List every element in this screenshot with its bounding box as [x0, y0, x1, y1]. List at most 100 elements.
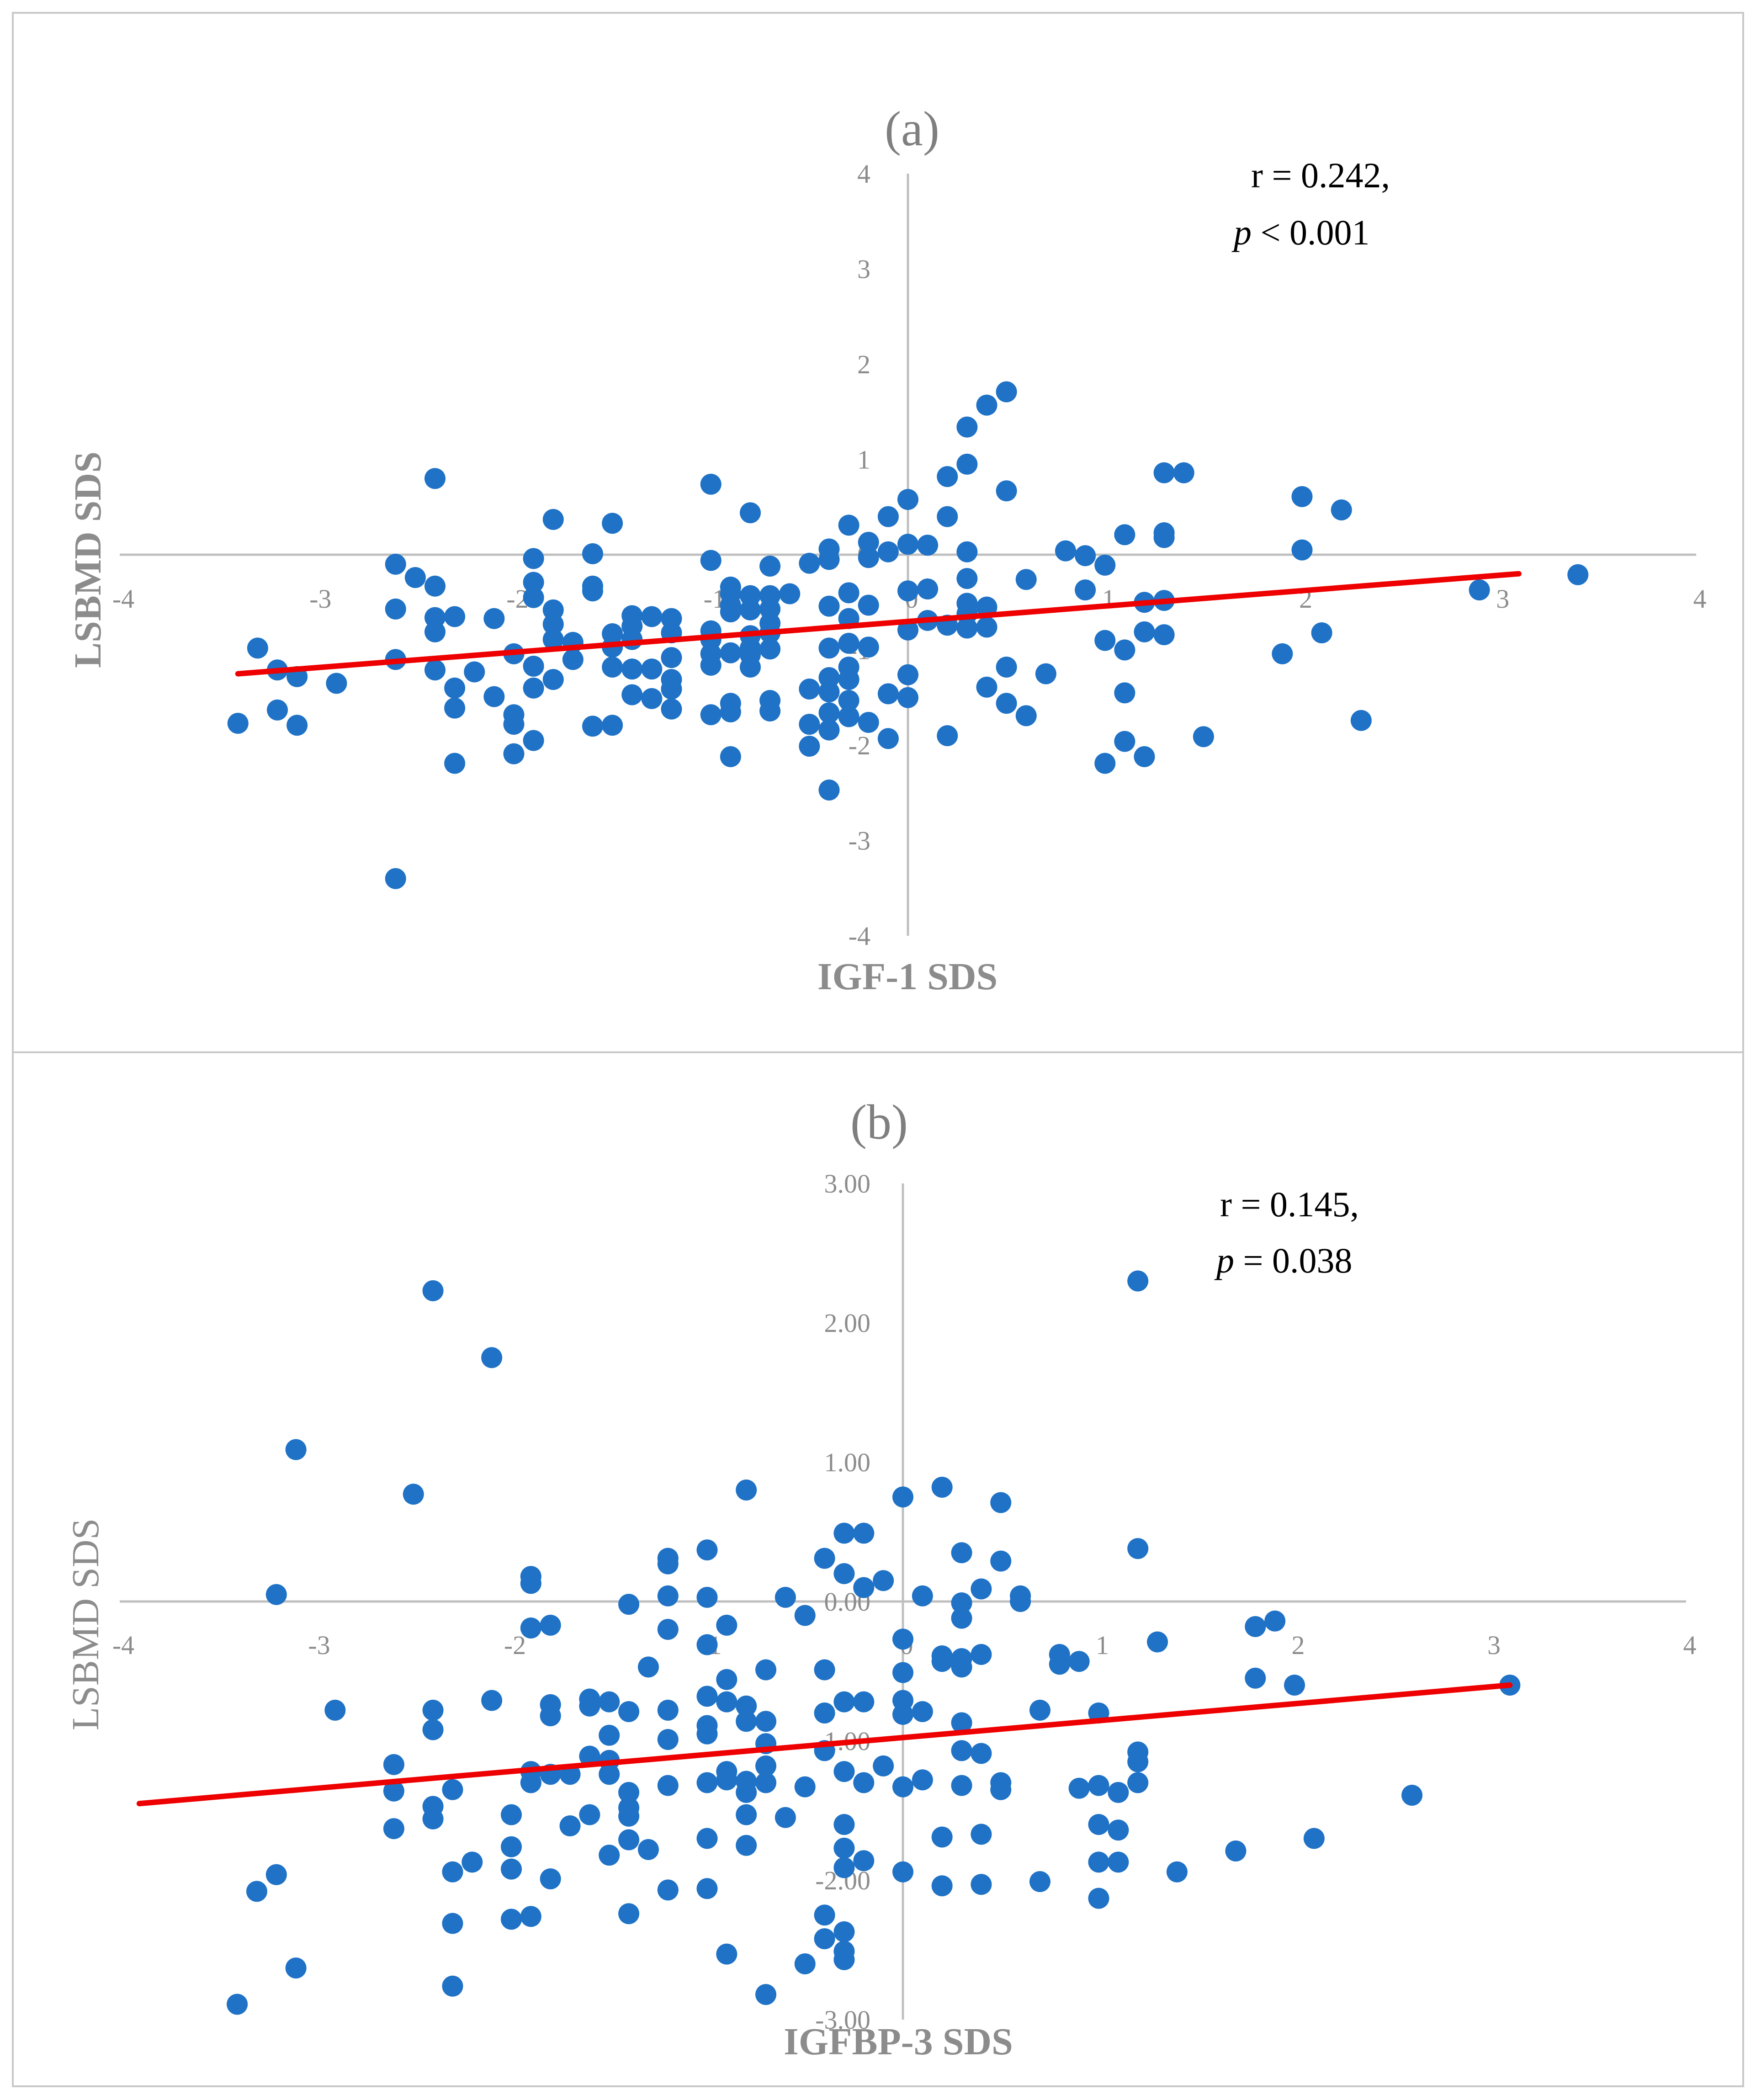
panel-b-data-point — [794, 1776, 816, 1798]
panel-b-data-point — [833, 1921, 855, 1942]
panel-a-data-point — [602, 657, 623, 678]
panel-a-y-tick-label: -3 — [849, 826, 870, 856]
panel-b-data-point — [990, 1492, 1012, 1513]
panel-a-data-point — [956, 568, 978, 589]
panel-b-data-point — [324, 1699, 346, 1721]
panel-a-data-point — [976, 676, 997, 698]
panel-b-data-point — [971, 1743, 992, 1764]
panel-b-data-point — [637, 1839, 659, 1860]
panel-b-data-point — [1108, 1819, 1129, 1841]
panel-b-data-point — [383, 1754, 404, 1775]
panel-a-data-point — [523, 677, 544, 699]
panel-b-data-point — [853, 1522, 875, 1544]
panel-a-data-point — [818, 637, 840, 659]
panel-b-data-point — [657, 1699, 679, 1721]
panel-b-data-point — [1088, 1775, 1109, 1796]
panel-a-data-point — [1075, 579, 1096, 601]
panel-b-data-point — [403, 1484, 424, 1505]
panel-a-data-point — [818, 779, 840, 801]
panel-a-x-tick-label: 3 — [1496, 584, 1509, 614]
panel-b-data-point — [892, 1704, 913, 1725]
panel-b-data-point — [951, 1542, 972, 1564]
panel-a-data-point — [1134, 621, 1155, 642]
panel-a-data-point — [1350, 710, 1372, 731]
panel-b-data-point — [971, 1644, 992, 1665]
panel-b-data-point — [442, 1861, 463, 1883]
panel-a-data-point — [799, 736, 820, 757]
panel-b-data-point — [775, 1807, 796, 1828]
panel-a-data-point — [996, 480, 1017, 502]
panel-b-data-point — [794, 1953, 816, 1974]
panel-a-data-point — [897, 489, 918, 510]
panel-a-data-point — [1094, 753, 1116, 774]
panel-a-y-tick-label: 4 — [857, 159, 870, 189]
panel-b-data-point — [1088, 1814, 1109, 1835]
panel-a-data-point — [897, 619, 918, 641]
panel-b-data-point — [618, 1594, 640, 1615]
panel-b-data-point — [1225, 1840, 1247, 1861]
panel-a-data-point — [818, 595, 840, 617]
panel-b-data-point — [1264, 1610, 1286, 1632]
panel-a-data-point — [247, 637, 268, 659]
panel-a-data-point — [838, 669, 859, 690]
panel-a-data-point — [858, 531, 879, 553]
panel-a-data-point — [621, 658, 643, 680]
panel-a-data-point — [720, 601, 741, 623]
panel-b-data-point — [462, 1851, 483, 1873]
panel-b-data-point — [501, 1804, 522, 1825]
panel-b-x-axis-title: IGFBP-3 SDS — [784, 2020, 1013, 2063]
panel-b-data-point — [1127, 1772, 1149, 1793]
panel-a-data-point — [641, 606, 663, 627]
panel-b-data-point — [657, 1775, 679, 1796]
panel-b-data-point — [540, 1705, 561, 1727]
panel-b-data-point — [951, 1775, 972, 1796]
panel-b-data-point — [520, 1573, 541, 1594]
panel-a-data-point — [700, 704, 721, 726]
panel-a-x-tick-label: -3 — [309, 584, 331, 614]
panel-b-data-point — [1166, 1861, 1188, 1883]
panel-b-data-point — [736, 1711, 757, 1732]
panel-b-trend — [136, 1682, 1513, 1807]
panel-b-data-point — [912, 1701, 933, 1722]
panel-a-data-point — [582, 543, 603, 564]
panel-b-data-point — [657, 1585, 679, 1607]
panel-a-data-point — [897, 534, 918, 555]
panel-b-data-point — [559, 1815, 581, 1837]
panel-b-data-point — [755, 1755, 777, 1777]
panel-a-data-point — [444, 697, 466, 719]
panel-a-data-point — [621, 629, 643, 650]
panel-a-y-axis-title: LSBMD SDS — [67, 451, 109, 668]
panel-b-y-tick-label: 1.00 — [824, 1448, 871, 1477]
panel-b-data-point — [1147, 1631, 1168, 1653]
panel-a-data-point — [523, 655, 544, 677]
panel-b-data-point — [951, 1592, 972, 1614]
panel-a-data-point — [877, 506, 899, 527]
panel-a-data-point — [385, 598, 406, 620]
panel-b-data-point — [971, 1578, 992, 1600]
panel-a-data-point — [286, 715, 308, 736]
panel-b-data-point — [716, 1614, 737, 1636]
panel-b-x-tick-label: -3 — [308, 1630, 330, 1660]
panel-b-data-point — [833, 1522, 855, 1544]
panel-b-data-point — [1245, 1667, 1266, 1689]
panel-a-x-tick-label: 4 — [1693, 584, 1707, 614]
panel-a-data-point — [838, 514, 859, 536]
panel-a-data-point — [1055, 540, 1076, 562]
panel-a-data-point — [956, 453, 978, 475]
panel-b-data-point — [696, 1723, 718, 1745]
panel-a-data-point — [444, 753, 466, 774]
panel-b-data-point — [814, 1659, 835, 1681]
panel-b-data-point — [696, 1539, 718, 1561]
panel-b-data-point — [501, 1858, 522, 1880]
panel-a-data-point — [483, 686, 505, 707]
panel-b-data-point — [383, 1818, 404, 1840]
panel-b-data-point — [853, 1691, 875, 1713]
panel-a-data-point — [838, 632, 859, 654]
panel-a-data-point — [838, 690, 859, 711]
panel-b-data-point — [833, 1761, 855, 1782]
panel-a-data-point — [799, 678, 820, 700]
panel-a-data-point — [582, 716, 603, 737]
panel-a-data-point — [976, 394, 997, 416]
panel-a: (a) -4-3-2-101234-4-3-2-101234 IGF-1 SDS… — [12, 12, 1744, 1053]
